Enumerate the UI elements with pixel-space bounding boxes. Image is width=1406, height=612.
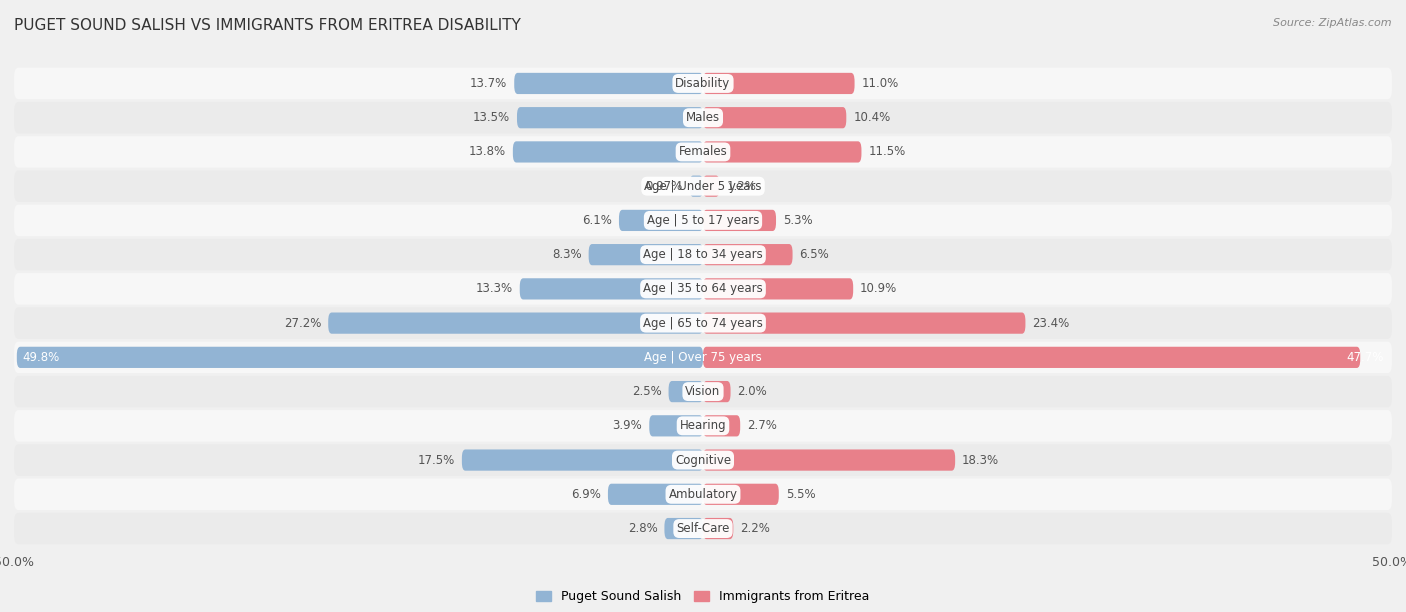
FancyBboxPatch shape [14, 307, 1392, 339]
Text: Age | Over 75 years: Age | Over 75 years [644, 351, 762, 364]
Text: 6.9%: 6.9% [571, 488, 600, 501]
FancyBboxPatch shape [703, 73, 855, 94]
Text: 11.0%: 11.0% [862, 77, 898, 90]
Text: PUGET SOUND SALISH VS IMMIGRANTS FROM ERITREA DISABILITY: PUGET SOUND SALISH VS IMMIGRANTS FROM ER… [14, 18, 522, 34]
Text: Source: ZipAtlas.com: Source: ZipAtlas.com [1274, 18, 1392, 28]
FancyBboxPatch shape [703, 107, 846, 129]
Text: Females: Females [679, 146, 727, 159]
Text: Age | Under 5 years: Age | Under 5 years [644, 180, 762, 193]
Text: 3.9%: 3.9% [613, 419, 643, 432]
Text: Males: Males [686, 111, 720, 124]
FancyBboxPatch shape [513, 141, 703, 163]
Text: 2.7%: 2.7% [747, 419, 778, 432]
FancyBboxPatch shape [14, 410, 1392, 442]
Text: 10.4%: 10.4% [853, 111, 890, 124]
FancyBboxPatch shape [703, 176, 720, 197]
Text: 5.5%: 5.5% [786, 488, 815, 501]
Text: Ambulatory: Ambulatory [668, 488, 738, 501]
Text: Age | 35 to 64 years: Age | 35 to 64 years [643, 282, 763, 296]
Text: Self-Care: Self-Care [676, 522, 730, 535]
FancyBboxPatch shape [14, 170, 1392, 202]
Text: 23.4%: 23.4% [1032, 316, 1070, 330]
FancyBboxPatch shape [589, 244, 703, 265]
Text: 10.9%: 10.9% [860, 282, 897, 296]
Text: Age | 18 to 34 years: Age | 18 to 34 years [643, 248, 763, 261]
FancyBboxPatch shape [14, 376, 1392, 408]
FancyBboxPatch shape [703, 347, 1360, 368]
Text: 2.8%: 2.8% [628, 522, 658, 535]
Text: Hearing: Hearing [679, 419, 727, 432]
Text: 2.0%: 2.0% [738, 385, 768, 398]
FancyBboxPatch shape [461, 449, 703, 471]
Text: 47.7%: 47.7% [1347, 351, 1384, 364]
FancyBboxPatch shape [619, 210, 703, 231]
Legend: Puget Sound Salish, Immigrants from Eritrea: Puget Sound Salish, Immigrants from Erit… [531, 585, 875, 608]
FancyBboxPatch shape [703, 278, 853, 299]
FancyBboxPatch shape [703, 483, 779, 505]
Text: 1.2%: 1.2% [727, 180, 756, 193]
Text: 27.2%: 27.2% [284, 316, 322, 330]
FancyBboxPatch shape [14, 479, 1392, 510]
FancyBboxPatch shape [703, 449, 955, 471]
FancyBboxPatch shape [607, 483, 703, 505]
FancyBboxPatch shape [14, 513, 1392, 544]
Text: 13.3%: 13.3% [475, 282, 513, 296]
FancyBboxPatch shape [515, 73, 703, 94]
FancyBboxPatch shape [14, 341, 1392, 373]
FancyBboxPatch shape [14, 102, 1392, 133]
Text: Disability: Disability [675, 77, 731, 90]
FancyBboxPatch shape [703, 210, 776, 231]
Text: Age | 65 to 74 years: Age | 65 to 74 years [643, 316, 763, 330]
Text: Vision: Vision [685, 385, 721, 398]
FancyBboxPatch shape [14, 273, 1392, 305]
Text: 17.5%: 17.5% [418, 453, 456, 466]
FancyBboxPatch shape [703, 313, 1025, 334]
FancyBboxPatch shape [517, 107, 703, 129]
FancyBboxPatch shape [650, 415, 703, 436]
Text: 8.3%: 8.3% [553, 248, 582, 261]
Text: 6.1%: 6.1% [582, 214, 612, 227]
FancyBboxPatch shape [703, 381, 731, 402]
Text: 49.8%: 49.8% [22, 351, 59, 364]
FancyBboxPatch shape [14, 239, 1392, 271]
FancyBboxPatch shape [14, 136, 1392, 168]
FancyBboxPatch shape [328, 313, 703, 334]
Text: 2.2%: 2.2% [740, 522, 770, 535]
Text: 13.8%: 13.8% [468, 146, 506, 159]
Text: 2.5%: 2.5% [631, 385, 662, 398]
FancyBboxPatch shape [14, 444, 1392, 476]
Text: Cognitive: Cognitive [675, 453, 731, 466]
FancyBboxPatch shape [703, 244, 793, 265]
Text: Age | 5 to 17 years: Age | 5 to 17 years [647, 214, 759, 227]
FancyBboxPatch shape [703, 415, 740, 436]
FancyBboxPatch shape [17, 347, 703, 368]
FancyBboxPatch shape [14, 204, 1392, 236]
FancyBboxPatch shape [703, 518, 734, 539]
FancyBboxPatch shape [669, 381, 703, 402]
Text: 13.7%: 13.7% [470, 77, 508, 90]
FancyBboxPatch shape [520, 278, 703, 299]
Text: 11.5%: 11.5% [869, 146, 905, 159]
FancyBboxPatch shape [665, 518, 703, 539]
Text: 6.5%: 6.5% [800, 248, 830, 261]
Text: 0.97%: 0.97% [645, 180, 683, 193]
FancyBboxPatch shape [703, 141, 862, 163]
FancyBboxPatch shape [14, 68, 1392, 99]
Text: 13.5%: 13.5% [472, 111, 510, 124]
Text: 5.3%: 5.3% [783, 214, 813, 227]
FancyBboxPatch shape [689, 176, 703, 197]
Text: 18.3%: 18.3% [962, 453, 1000, 466]
